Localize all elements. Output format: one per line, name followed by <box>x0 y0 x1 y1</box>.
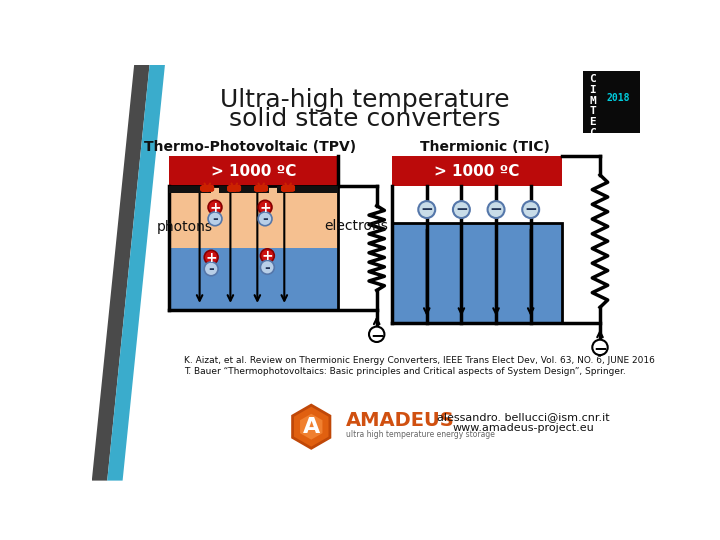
Text: −: − <box>420 202 433 218</box>
Bar <box>219 186 269 193</box>
Circle shape <box>258 212 272 226</box>
Circle shape <box>261 249 274 262</box>
Bar <box>168 248 338 309</box>
Text: -: - <box>264 261 270 275</box>
Text: −: − <box>370 326 384 343</box>
Circle shape <box>522 201 539 218</box>
Bar <box>168 156 338 186</box>
Text: www.amadeus-project.eu: www.amadeus-project.eu <box>452 423 594 433</box>
Text: T. Bauer “Thermophotovoltaics: Basic principles and Critical aspects of System D: T. Bauer “Thermophotovoltaics: Basic pri… <box>184 367 626 376</box>
Bar <box>168 186 338 309</box>
Circle shape <box>208 212 222 226</box>
Text: alessandro. bellucci@ism.cnr.it: alessandro. bellucci@ism.cnr.it <box>437 413 609 422</box>
Circle shape <box>418 201 435 218</box>
Text: -: - <box>262 212 268 226</box>
Text: > 1000 ºC: > 1000 ºC <box>211 164 296 179</box>
Text: -: - <box>208 262 214 276</box>
Bar <box>583 71 640 132</box>
Text: +: + <box>210 201 221 214</box>
Bar <box>168 186 338 248</box>
Circle shape <box>261 260 274 274</box>
Text: Thermionic (TIC): Thermionic (TIC) <box>420 140 549 154</box>
Text: ultra high temperature energy storage: ultra high temperature energy storage <box>346 430 495 439</box>
Circle shape <box>487 201 505 218</box>
Text: photons: photons <box>157 219 213 233</box>
Text: Ultra-high temperature: Ultra-high temperature <box>220 88 510 112</box>
Text: −: − <box>593 339 607 357</box>
Text: > 1000 ºC: > 1000 ºC <box>434 164 520 179</box>
Circle shape <box>453 201 470 218</box>
Polygon shape <box>107 65 165 481</box>
Text: electrons: electrons <box>325 219 388 233</box>
Text: AMADEUS: AMADEUS <box>346 411 454 430</box>
Text: C
I
M
T
E
C: C I M T E C <box>589 74 596 138</box>
Text: +: + <box>259 201 271 214</box>
Circle shape <box>208 200 222 214</box>
Bar <box>168 186 211 193</box>
Text: A: A <box>302 417 320 437</box>
Text: +: + <box>205 251 217 265</box>
Polygon shape <box>92 65 150 481</box>
Circle shape <box>204 262 218 276</box>
Text: −: − <box>490 202 503 218</box>
Circle shape <box>204 251 218 264</box>
Text: K. Aizat, et al. Review on Thermionic Energy Converters, IEEE Trans Elect Dev, V: K. Aizat, et al. Review on Thermionic En… <box>184 356 655 365</box>
Text: 2018: 2018 <box>606 93 630 103</box>
Circle shape <box>593 340 608 355</box>
Text: +: + <box>261 249 273 263</box>
Text: Thermo-Photovoltaic (TPV): Thermo-Photovoltaic (TPV) <box>143 140 356 154</box>
Circle shape <box>369 327 384 342</box>
Text: −: − <box>455 202 468 218</box>
Bar <box>392 222 562 323</box>
Circle shape <box>258 200 272 214</box>
Bar <box>392 156 562 186</box>
Text: −: − <box>524 202 537 218</box>
Bar <box>276 186 319 193</box>
Text: -: - <box>212 212 218 226</box>
Bar <box>319 186 338 193</box>
Text: solid state converters: solid state converters <box>230 107 501 131</box>
